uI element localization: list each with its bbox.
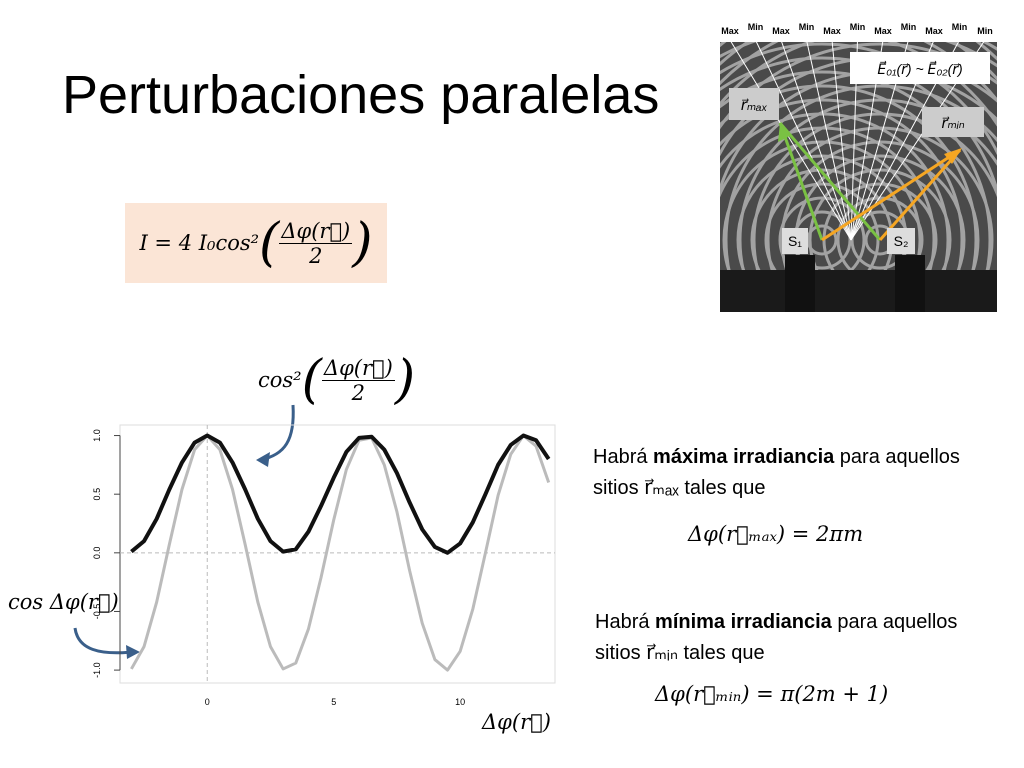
text: Habrá	[595, 611, 656, 633]
label-box	[922, 107, 984, 137]
slide-title: Perturbaciones paralelas	[62, 65, 660, 125]
ray	[831, 39, 852, 241]
x-axis-label: Δφ(r⃗)	[482, 710, 551, 734]
plot-frame	[119, 424, 556, 684]
photo-label: S₂	[894, 233, 909, 249]
photo-label: Min	[977, 26, 993, 36]
annotation-arrow	[73, 627, 133, 655]
wavefront	[766, 126, 994, 312]
series-label: cos² ( Δφ(r⃗) 2 )	[258, 350, 415, 410]
text: Habrá	[593, 446, 654, 468]
photo-label: Min	[952, 22, 968, 32]
label-box	[887, 228, 915, 254]
ray	[780, 39, 852, 241]
denominator: 2	[309, 243, 323, 268]
paren: )	[352, 213, 373, 273]
photo-label: Min	[850, 22, 866, 32]
series-name: cos²	[258, 368, 302, 392]
photo-label: E⃗₀₁(r⃗) ~ E⃗₀₂(r⃗)	[877, 60, 962, 77]
label-box	[782, 228, 808, 254]
series-label: cos Δφ(r⃗)	[8, 590, 119, 614]
text: sitios r⃗ₘᵢₙ tales que	[595, 642, 765, 664]
fraction: Δφ(r⃗) 2	[279, 218, 353, 268]
photo-label: Max	[823, 26, 841, 36]
denominator: 2	[351, 380, 366, 405]
label-box	[850, 52, 990, 84]
annotation-arrow	[259, 404, 295, 462]
wavefront	[720, 70, 992, 312]
paren: (	[301, 350, 322, 410]
maximum-text: Habrá máxima irradiancia para aquellos s…	[593, 442, 960, 504]
arrow	[778, 122, 882, 241]
wavefront	[738, 98, 997, 312]
wavefront	[720, 56, 997, 312]
arrow-head	[778, 123, 790, 142]
slit-post	[785, 255, 815, 312]
y-tick-label: 0.5	[92, 488, 102, 501]
photo-label: Max	[721, 26, 739, 36]
arrow-head	[944, 148, 962, 164]
photo-label: Max	[925, 26, 943, 36]
numerator: Δφ(r⃗)	[321, 355, 395, 381]
chart: -1.0 -0.5 0.0 0.5 1.0 0 5 10	[73, 404, 556, 707]
y-tick-label: -1.0	[92, 662, 102, 678]
wavefront	[720, 42, 997, 130]
x-tick-label: 5	[331, 697, 336, 707]
photo-label: Min	[901, 22, 917, 32]
wavefront	[752, 112, 997, 312]
y-tick-label: 1.0	[92, 429, 102, 442]
arrow	[821, 148, 961, 242]
ray	[729, 39, 852, 241]
formula-box: I = 4 I₀cos² ( Δφ(r⃗) 2 )	[125, 203, 387, 283]
ray	[806, 39, 852, 241]
photo-label: Max	[874, 26, 892, 36]
arrow	[878, 149, 962, 241]
equation: Δφ(r⃗ₘᵢₙ) = π(2m + 1)	[655, 682, 889, 706]
slit-post	[895, 255, 925, 312]
bold-text: mínima irradiancia	[655, 611, 832, 633]
photo-label: r⃗ₘᵢₙ	[941, 115, 964, 132]
numerator: Δφ(r⃗)	[279, 218, 353, 244]
arrow-head	[256, 452, 270, 467]
arrow-head	[126, 645, 140, 659]
barrier	[720, 270, 997, 312]
wavefront	[724, 84, 997, 312]
x-tick-label: 0	[205, 697, 210, 707]
photo-label: Max	[772, 26, 790, 36]
interference-photo: r⃗ₘₐₓ r⃗ₘᵢₙ E⃗₀₁(r⃗) ~ E⃗₀₂(r⃗) S₁ S₂ Ma…	[720, 22, 997, 312]
fraction: Δφ(r⃗) 2	[321, 355, 395, 405]
photo-label: Min	[748, 22, 764, 32]
ray	[755, 39, 852, 241]
wavefront	[720, 98, 964, 312]
photo-label: S₁	[788, 233, 802, 249]
photo-label: r⃗ₘₐₓ	[741, 97, 768, 114]
text: para aquellos	[834, 446, 960, 468]
minimum-text: Habrá mínima irradiancia para aquellos s…	[595, 607, 957, 669]
bold-text: máxima irradiancia	[653, 446, 835, 468]
arrow	[778, 122, 824, 241]
text: para aquellos	[831, 611, 958, 633]
wavefront	[720, 84, 978, 312]
equation: Δφ(r⃗ₘₐₓ) = 2πm	[688, 522, 864, 546]
series-line	[130, 433, 551, 555]
paren: )	[394, 350, 416, 410]
series-line	[130, 434, 551, 672]
wavefront	[722, 140, 922, 312]
formula-lhs: I = 4 I₀cos²	[139, 231, 260, 255]
y-tick-label: 0.0	[92, 547, 102, 560]
x-tick-label: 10	[455, 697, 465, 707]
y-tick-label: -0.5	[92, 604, 102, 620]
photo-label: Min	[799, 22, 815, 32]
text: sitios r⃗ₘₐₓ tales que	[593, 477, 766, 499]
paren: (	[259, 213, 280, 273]
label-box	[729, 88, 779, 120]
wavefront	[720, 42, 997, 156]
